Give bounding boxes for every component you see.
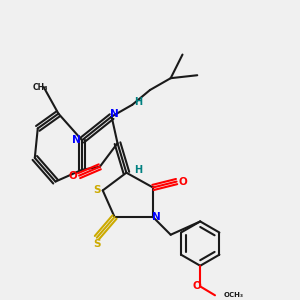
Text: N: N [110,109,119,118]
Text: H: H [134,165,142,175]
Text: O: O [178,177,187,187]
Text: S: S [93,185,100,195]
Text: H: H [134,97,142,107]
Text: N: N [72,135,80,145]
Text: O: O [193,281,202,291]
Text: CH₃: CH₃ [33,82,49,91]
Text: O: O [69,171,78,181]
Text: OCH₃: OCH₃ [224,292,244,298]
Text: S: S [93,238,100,249]
Text: N: N [152,212,160,222]
